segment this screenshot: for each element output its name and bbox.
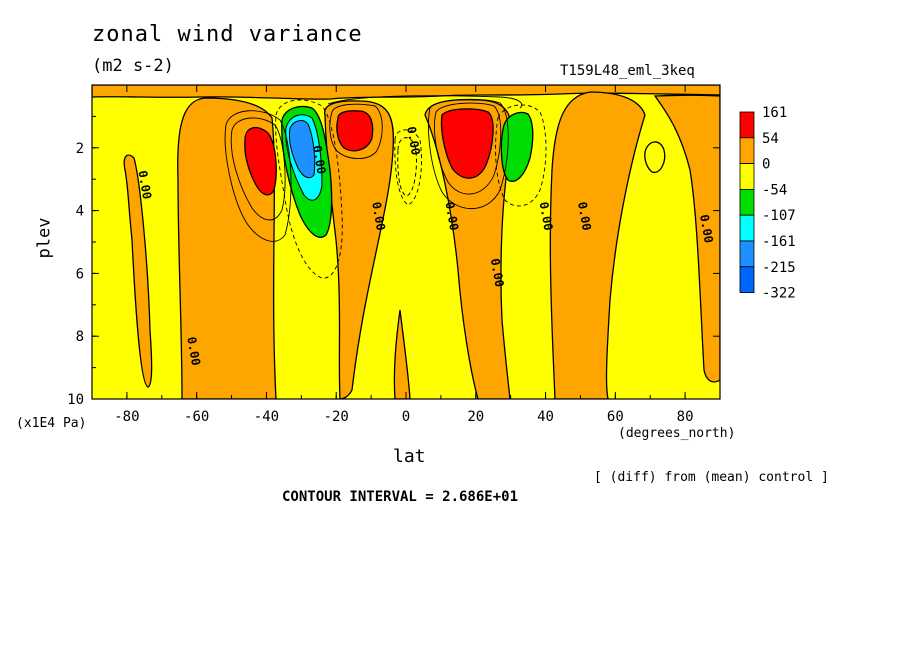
colorbar-level-label: 54 [762, 131, 779, 147]
x-tick-label: 20 [467, 409, 484, 425]
chart-units: (m2 s-2) [92, 56, 174, 76]
x-tick-label: -20 [324, 409, 349, 425]
x-tick-label: 40 [537, 409, 554, 425]
colorbar-level-label: -322 [762, 286, 796, 302]
red-max-north [440, 108, 494, 179]
plot-frame [91, 84, 721, 400]
contour-label: 0.00 [369, 201, 388, 232]
x-tick-label: 60 [607, 409, 624, 425]
chart-title: zonal wind variance [92, 22, 363, 47]
orange-plume-equator [393, 309, 411, 399]
red-max-west [244, 126, 277, 196]
run-label: T159L48_eml_3keq [560, 63, 695, 79]
yellow-cell-equator [397, 137, 417, 197]
axes: -80 -60 -40 -20 0 20 40 60 80 2 4 6 8 10 [67, 85, 721, 425]
solid-contours [224, 95, 523, 242]
orange-band-west [177, 97, 277, 399]
red-max-south [336, 110, 374, 152]
colorbar-swatch [739, 266, 755, 293]
colorbar-swatch [739, 214, 755, 242]
contour-label: 0.00 [537, 201, 556, 232]
y-axis-units: (x1E4 Pa) [16, 416, 87, 431]
orange-lobe-center-west [324, 100, 395, 399]
orange-band-far-east [653, 94, 720, 383]
colorbar-level-label: -215 [762, 260, 796, 276]
green-min-north [500, 111, 534, 182]
y-tick-label: 8 [76, 329, 84, 345]
y-tick-label: 10 [67, 392, 84, 408]
contour-labels: 0.00 0.00 0.00 0.00 0.00 0.00 0.00 0.00 0.00 0.00 [135, 125, 716, 366]
colorbar-swatch [739, 137, 755, 165]
diff-note: [ (diff) from (mean) control ] [594, 470, 829, 485]
contour-label: 0.00 [184, 336, 203, 367]
x-axis-units: (degrees_north) [618, 426, 736, 441]
cyan-min-south [285, 114, 323, 201]
contour-label: 0.00 [442, 201, 461, 232]
contour-label: 0.00 [697, 213, 716, 244]
contour-field [92, 85, 720, 399]
contour-label: 0.00 [310, 144, 329, 175]
colorbar: 161 54 0 -54 -107 -161 -215 -322 [739, 105, 796, 302]
field-background [92, 85, 720, 399]
orange-region-top [92, 85, 720, 100]
colorbar-level-label: -54 [762, 182, 787, 198]
y-axis-label: plev [34, 217, 55, 259]
x-tick-label: -40 [254, 409, 279, 425]
contour-label: 0.00 [488, 257, 507, 288]
y-tick-label: 6 [76, 266, 84, 282]
yellow-cell-east [644, 141, 666, 174]
colorbar-swatch [739, 163, 755, 190]
orange-strip-far-west [123, 154, 153, 388]
contour-label: 0.00 [404, 125, 423, 156]
blue-min-south [289, 120, 316, 179]
green-min-south [281, 105, 333, 238]
y-tick-label: 4 [76, 204, 84, 220]
colorbar-swatch [739, 111, 755, 139]
orange-band-east [549, 91, 646, 399]
orange-lobe-center-east [424, 99, 513, 399]
x-tick-label: 0 [402, 409, 410, 425]
colorbar-swatch [739, 240, 755, 268]
colorbar-level-label: -161 [762, 234, 796, 250]
x-tick-label: -80 [114, 409, 139, 425]
x-tick-label: 80 [677, 409, 694, 425]
contour-label: 0.00 [575, 201, 594, 232]
colorbar-swatch [739, 188, 755, 216]
contour-label: 0.00 [135, 169, 154, 200]
x-tick-label: -60 [184, 409, 209, 425]
colorbar-level-label: -107 [762, 208, 796, 224]
dashed-contours [275, 99, 547, 279]
colorbar-level-label: 161 [762, 105, 787, 121]
x-axis-label: lat [393, 446, 426, 467]
y-tick-label: 2 [76, 141, 84, 157]
colorbar-level-label: 0 [762, 157, 770, 173]
contour-interval: CONTOUR INTERVAL = 2.686E+01 [282, 489, 519, 505]
